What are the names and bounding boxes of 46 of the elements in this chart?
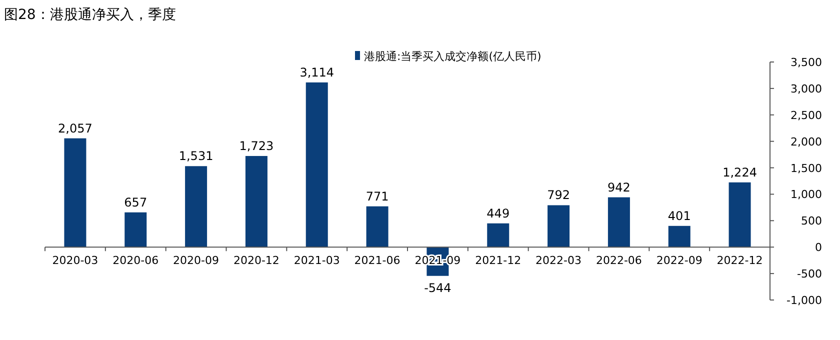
data-label: 657 bbox=[124, 195, 148, 210]
y-tick-label: 500 bbox=[801, 214, 822, 228]
bar bbox=[245, 156, 268, 248]
y-tick-label: 1,500 bbox=[790, 162, 822, 175]
bar bbox=[185, 166, 208, 248]
x-tick-label: 2020-12 bbox=[233, 254, 280, 268]
bar bbox=[306, 82, 328, 248]
y-tick-label: 2,500 bbox=[790, 108, 822, 122]
data-label: 449 bbox=[486, 206, 510, 220]
x-tick-label: 2020-03 bbox=[52, 254, 98, 268]
bar bbox=[366, 206, 388, 248]
x-tick-label: 2020-06 bbox=[112, 254, 159, 268]
chart-title: 图28：港股通净买入，季度 bbox=[4, 7, 176, 23]
data-label: 942 bbox=[608, 180, 630, 194]
x-tick-label: 2021-03 bbox=[294, 254, 340, 268]
data-label: 1,224 bbox=[722, 165, 757, 180]
y-tick-label: -500 bbox=[797, 268, 822, 281]
y-tick-label: 3,500 bbox=[790, 56, 822, 69]
bar bbox=[124, 212, 147, 248]
data-label: 401 bbox=[668, 208, 691, 223]
data-label: 1,723 bbox=[239, 138, 274, 153]
data-label: 1,531 bbox=[178, 149, 214, 164]
legend: 港股通:当季买入成交净额(亿人民币) bbox=[355, 50, 542, 63]
bar bbox=[64, 138, 86, 248]
data-label: -544 bbox=[424, 280, 452, 295]
x-tick-label: 2021-06 bbox=[354, 254, 400, 268]
y-tick-label: 2,000 bbox=[790, 135, 822, 148]
data-label: 771 bbox=[366, 189, 389, 204]
data-label: 792 bbox=[547, 188, 570, 202]
bar bbox=[608, 197, 630, 248]
bar bbox=[728, 182, 751, 248]
y-tick-label: -1,000 bbox=[786, 294, 822, 307]
x-tick-label: 2022-06 bbox=[596, 254, 642, 268]
x-tick-label: 2020-09 bbox=[173, 254, 220, 268]
x-tick-label: 2022-12 bbox=[716, 254, 763, 268]
x-tick-label: 2022-03 bbox=[536, 254, 582, 268]
y-tick-label: 1,000 bbox=[790, 188, 822, 202]
y-tick-label: 0 bbox=[815, 241, 822, 254]
y-tick-label: 3,000 bbox=[790, 82, 822, 96]
data-label: 3,114 bbox=[300, 65, 334, 80]
bar bbox=[487, 223, 510, 248]
data-label: 2,057 bbox=[58, 121, 92, 136]
x-tick-label: 2021-12 bbox=[475, 254, 522, 268]
bar bbox=[668, 226, 690, 248]
bar bbox=[548, 205, 570, 248]
x-tick-label: 2022-09 bbox=[656, 254, 702, 268]
